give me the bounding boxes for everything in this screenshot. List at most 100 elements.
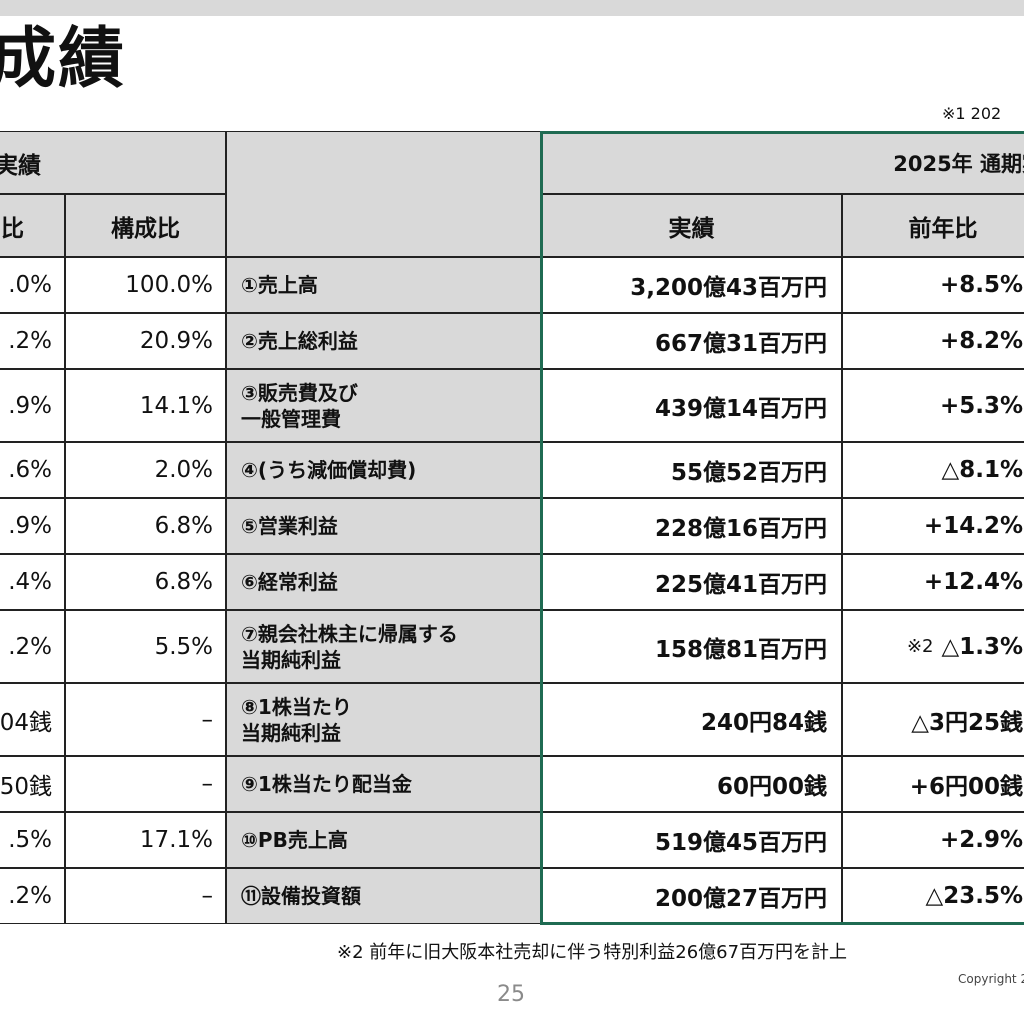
page-number: 25 bbox=[497, 982, 525, 1007]
row-label-text: ⑦親会社株主に帰属する 当期純利益 bbox=[241, 621, 458, 673]
row-label-line1: ⑧1株当たり bbox=[241, 694, 352, 719]
actual-value: 200億27百万円 bbox=[541, 868, 842, 924]
right-group-header: 2025年 通期実 bbox=[541, 131, 1024, 194]
yoy-value: △23.5% bbox=[842, 868, 1024, 924]
left-group-header: 実績 bbox=[0, 131, 226, 194]
row-label: ②売上総利益 bbox=[226, 313, 541, 369]
yoy-value: +12.4% bbox=[842, 554, 1024, 610]
row-label: ⑧1株当たり 当期純利益 bbox=[226, 683, 541, 756]
left-col2-value: – bbox=[65, 683, 226, 756]
row-label-text: ①売上高 bbox=[241, 272, 318, 298]
row-label-line1: ⑥経常利益 bbox=[241, 570, 338, 594]
row-label-text: ⑨1株当たり配当金 bbox=[241, 771, 412, 797]
yoy-value-text: △8.1% bbox=[941, 457, 1023, 483]
row-label-line1: ③販売費及び bbox=[241, 380, 358, 405]
row-label-text: ⑪設備投資額 bbox=[241, 883, 361, 909]
row-label-line1: ⑩PB売上高 bbox=[241, 828, 348, 852]
left-col2-value: 5.5% bbox=[65, 610, 226, 683]
row-label: ③販売費及び 一般管理費 bbox=[226, 369, 541, 442]
actual-value: 158億81百万円 bbox=[541, 610, 842, 683]
actual-value: 667億31百万円 bbox=[541, 313, 842, 369]
row-label: ⑨1株当たり配当金 bbox=[226, 756, 541, 812]
row-label-text: ④(うち減価償却費) bbox=[241, 457, 416, 483]
yoy-value: △3円25銭 bbox=[842, 683, 1024, 756]
row-label-line1: ①売上高 bbox=[241, 273, 318, 297]
yoy-value-text: +5.3% bbox=[939, 392, 1023, 419]
left-col1-header: 比 bbox=[0, 194, 65, 257]
yoy-value-text: △1.3% bbox=[941, 633, 1023, 660]
label-header-blank bbox=[226, 131, 541, 257]
yoy-value-text: △23.5% bbox=[925, 883, 1023, 909]
actual-value: 240円84銭 bbox=[541, 683, 842, 756]
right-col1-header: 実績 bbox=[541, 194, 842, 257]
row-label-line1: ④(うち減価償却費) bbox=[241, 458, 417, 482]
page-title: 成績 bbox=[0, 20, 126, 97]
left-col2-value: 100.0% bbox=[65, 257, 226, 313]
actual-value: 3,200億43百万円 bbox=[541, 257, 842, 313]
yoy-value: +8.2% bbox=[842, 313, 1024, 369]
yoy-value-text: +8.5% bbox=[939, 272, 1023, 298]
row-label-line1: ⑤営業利益 bbox=[241, 514, 338, 538]
left-col2-value: 6.8% bbox=[65, 498, 226, 554]
row-label-text: ⑥経常利益 bbox=[241, 569, 338, 595]
yoy-value: +5.3% bbox=[842, 369, 1024, 442]
left-col1-value: .9% bbox=[0, 498, 65, 554]
left-col2-value: 14.1% bbox=[65, 369, 226, 442]
row-label-text: ⑧1株当たり 当期純利益 bbox=[241, 694, 352, 746]
left-col2-value: – bbox=[65, 868, 226, 924]
left-col1-value: .2% bbox=[0, 868, 65, 924]
yoy-value-text: +14.2% bbox=[923, 513, 1023, 539]
yoy-value-text: +12.4% bbox=[923, 569, 1023, 595]
actual-value: 225億41百万円 bbox=[541, 554, 842, 610]
footnote-1: ※1 202 bbox=[942, 104, 1002, 123]
row-label-line2: 一般管理費 bbox=[241, 406, 341, 431]
row-label-text: ⑤営業利益 bbox=[241, 513, 338, 539]
left-col1-value: 04銭 bbox=[0, 683, 65, 756]
row-label-line1: ②売上総利益 bbox=[241, 329, 358, 353]
row-label: ⑦親会社株主に帰属する 当期純利益 bbox=[226, 610, 541, 683]
yoy-value: +2.9% bbox=[842, 812, 1024, 868]
yoy-value-text: +6円00銭 bbox=[909, 774, 1023, 800]
row-label: ⑥経常利益 bbox=[226, 554, 541, 610]
left-col1-value: .9% bbox=[0, 369, 65, 442]
left-col1-value: .5% bbox=[0, 812, 65, 868]
row-label-line1: ⑨1株当たり配当金 bbox=[241, 772, 412, 796]
yoy-value: ※2 △1.3% bbox=[842, 610, 1024, 683]
left-col2-value: 17.1% bbox=[65, 812, 226, 868]
row-label: ⑩PB売上高 bbox=[226, 812, 541, 868]
row-label-line1: ⑪設備投資額 bbox=[241, 884, 361, 908]
footnote-2: ※2 前年に旧大阪本社売却に伴う特別利益26億67百万円を計上 bbox=[337, 942, 848, 963]
left-col1-value: 50銭 bbox=[0, 756, 65, 812]
left-col2-value: 2.0% bbox=[65, 442, 226, 498]
row-label: ④(うち減価償却費) bbox=[226, 442, 541, 498]
left-col1-value: .4% bbox=[0, 554, 65, 610]
row-label-text: ⑩PB売上高 bbox=[241, 827, 348, 853]
left-col2-value: 20.9% bbox=[65, 313, 226, 369]
row-label-line2: 当期純利益 bbox=[241, 647, 341, 672]
row-label: ①売上高 bbox=[226, 257, 541, 313]
yoy-value-text: △3円25銭 bbox=[911, 709, 1023, 736]
yoy-value: +8.5% bbox=[842, 257, 1024, 313]
row-label-text: ③販売費及び 一般管理費 bbox=[241, 380, 358, 432]
left-col1-value: .6% bbox=[0, 442, 65, 498]
top-banner bbox=[0, 0, 1024, 16]
row-label-line2: 当期純利益 bbox=[241, 720, 341, 745]
yoy-value: +6円00銭 bbox=[842, 756, 1024, 812]
yoy-value: △8.1% bbox=[842, 442, 1024, 498]
yoy-footnote-mark: ※2 bbox=[906, 636, 934, 657]
actual-value: 60円00銭 bbox=[541, 756, 842, 812]
row-label: ⑪設備投資額 bbox=[226, 868, 541, 924]
row-label-line1: ⑦親会社株主に帰属する bbox=[241, 621, 458, 646]
yoy-value: +14.2% bbox=[842, 498, 1024, 554]
copyright: Copyright 2 bbox=[958, 972, 1024, 986]
actual-value: 439億14百万円 bbox=[541, 369, 842, 442]
left-col2-value: 6.8% bbox=[65, 554, 226, 610]
left-col2-value: – bbox=[65, 756, 226, 812]
actual-value: 228億16百万円 bbox=[541, 498, 842, 554]
yoy-value-text: +2.9% bbox=[939, 827, 1023, 853]
row-label: ⑤営業利益 bbox=[226, 498, 541, 554]
left-col2-header: 構成比 bbox=[65, 194, 226, 257]
actual-value: 55億52百万円 bbox=[541, 442, 842, 498]
yoy-value-text: +8.2% bbox=[939, 328, 1023, 354]
left-col1-value: .2% bbox=[0, 610, 65, 683]
